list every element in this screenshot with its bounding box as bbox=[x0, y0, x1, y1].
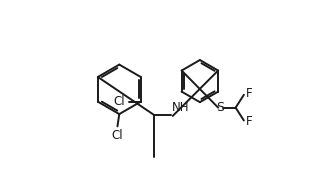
Text: NH: NH bbox=[172, 101, 189, 114]
Text: Cl: Cl bbox=[114, 95, 125, 108]
Text: S: S bbox=[216, 101, 225, 114]
Text: F: F bbox=[246, 115, 253, 128]
Text: Cl: Cl bbox=[112, 129, 123, 142]
Text: F: F bbox=[246, 87, 253, 100]
